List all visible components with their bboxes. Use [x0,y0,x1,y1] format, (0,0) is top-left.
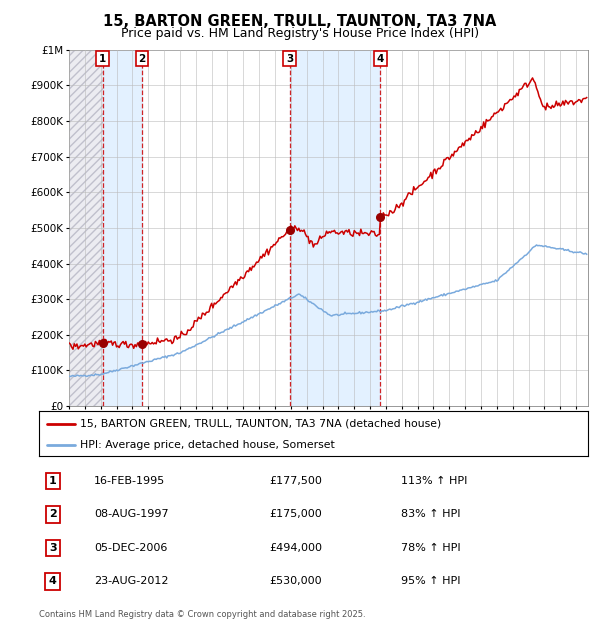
Text: £494,000: £494,000 [269,543,323,553]
Text: 3: 3 [49,543,56,553]
Text: 1: 1 [99,53,106,63]
Text: Contains HM Land Registry data © Crown copyright and database right 2025.
This d: Contains HM Land Registry data © Crown c… [39,610,365,620]
Text: 113% ↑ HPI: 113% ↑ HPI [401,476,468,486]
Text: £175,000: £175,000 [269,510,322,520]
Text: £177,500: £177,500 [269,476,322,486]
Text: 08-AUG-1997: 08-AUG-1997 [94,510,169,520]
Text: 78% ↑ HPI: 78% ↑ HPI [401,543,461,553]
Text: £530,000: £530,000 [269,577,322,587]
Text: 83% ↑ HPI: 83% ↑ HPI [401,510,461,520]
Text: 23-AUG-2012: 23-AUG-2012 [94,577,169,587]
Text: 4: 4 [377,53,384,63]
Text: 2: 2 [49,510,56,520]
Text: 4: 4 [49,577,56,587]
Bar [290,50,380,406]
Text: 15, BARTON GREEN, TRULL, TAUNTON, TA3 7NA: 15, BARTON GREEN, TRULL, TAUNTON, TA3 7N… [103,14,497,29]
Bar [69,50,103,406]
Bar [69,50,103,406]
Text: 15, BARTON GREEN, TRULL, TAUNTON, TA3 7NA (detached house): 15, BARTON GREEN, TRULL, TAUNTON, TA3 7N… [80,418,442,428]
Bar [103,50,142,406]
Text: 95% ↑ HPI: 95% ↑ HPI [401,577,461,587]
Text: 05-DEC-2006: 05-DEC-2006 [94,543,167,553]
Text: 3: 3 [286,53,293,63]
Text: 1: 1 [49,476,56,486]
Text: 16-FEB-1995: 16-FEB-1995 [94,476,165,486]
Text: 2: 2 [138,53,146,63]
Text: HPI: Average price, detached house, Somerset: HPI: Average price, detached house, Some… [80,440,335,450]
Text: Price paid vs. HM Land Registry's House Price Index (HPI): Price paid vs. HM Land Registry's House … [121,27,479,40]
